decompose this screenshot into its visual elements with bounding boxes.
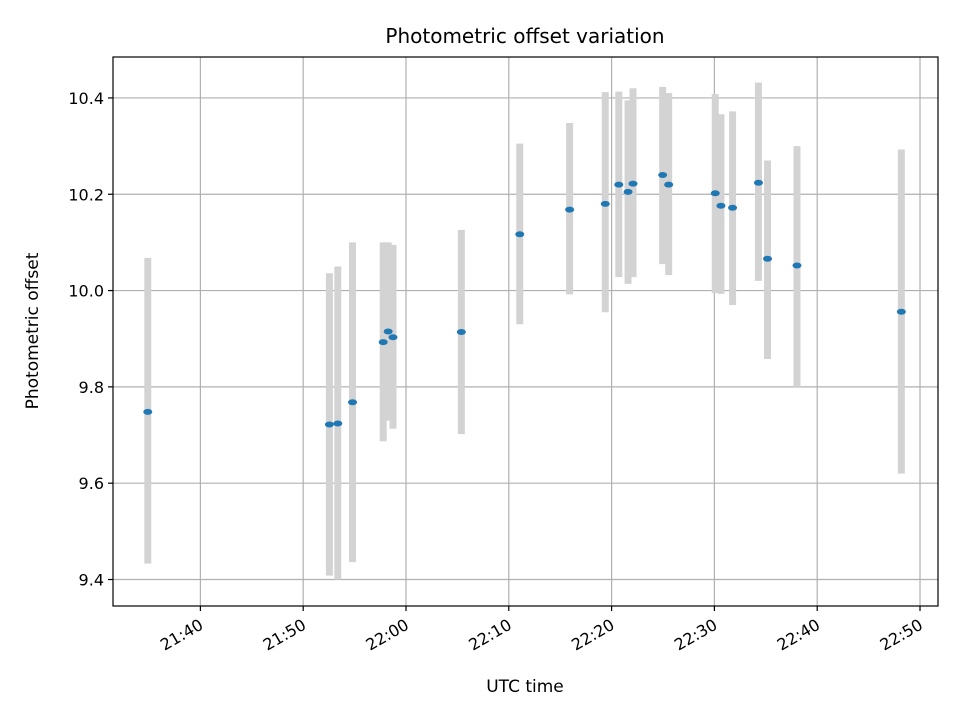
data-point xyxy=(658,171,668,178)
plot-frame xyxy=(112,56,939,607)
data-point xyxy=(710,190,720,197)
data-point xyxy=(333,420,343,427)
data-point xyxy=(565,206,575,213)
y-tick-label: 9.8 xyxy=(79,378,104,397)
data-point xyxy=(378,339,388,346)
data-point xyxy=(753,179,763,186)
data-point xyxy=(728,204,738,211)
y-tick-label: 9.6 xyxy=(79,474,104,493)
y-tick-label: 10.2 xyxy=(68,185,104,204)
y-tick-label: 10.4 xyxy=(68,89,104,108)
data-point xyxy=(623,188,633,195)
y-tick-label: 10.0 xyxy=(68,282,104,301)
data-point xyxy=(896,308,906,315)
data-point xyxy=(614,181,624,188)
data-point xyxy=(763,255,773,262)
data-points xyxy=(143,171,906,428)
data-point xyxy=(143,408,153,415)
data-point xyxy=(628,180,638,187)
data-point xyxy=(456,328,466,335)
data-point xyxy=(515,231,525,238)
y-axis-label: Photometric offset xyxy=(23,252,43,409)
chart-title: Photometric offset variation xyxy=(385,24,664,48)
data-point xyxy=(600,200,610,207)
data-point xyxy=(792,262,802,269)
x-axis-label: UTC time xyxy=(486,677,564,697)
data-point xyxy=(383,328,393,335)
y-tick-label: 9.4 xyxy=(79,571,104,590)
data-point xyxy=(388,334,398,341)
y-axis-ticks: 9.4 9.6 9.8 10.0 10.2 10.4 xyxy=(68,89,113,590)
data-point xyxy=(324,421,334,428)
data-point xyxy=(716,202,726,209)
data-point xyxy=(348,399,358,406)
data-point xyxy=(664,181,674,188)
